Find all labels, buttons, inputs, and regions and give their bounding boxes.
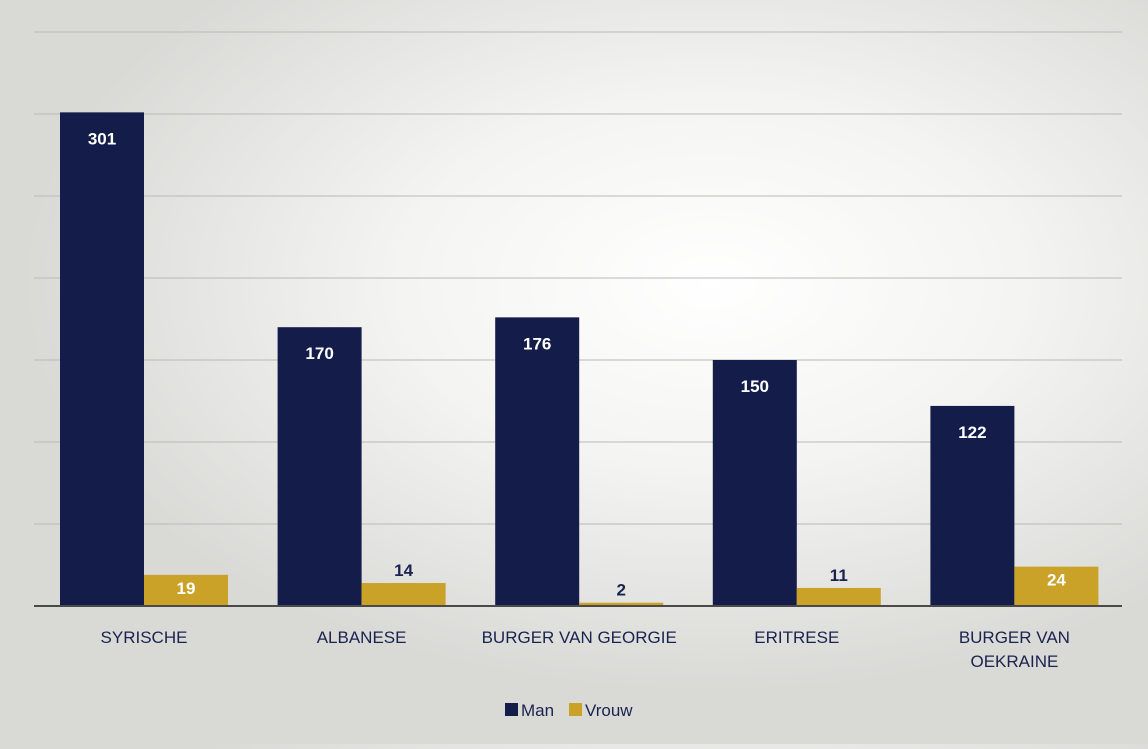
bar-vrouw <box>796 587 881 606</box>
legend-label-man: Man <box>521 701 554 720</box>
bar-vrouw <box>144 574 228 606</box>
data-label-vrouw: 19 <box>177 579 196 598</box>
bar-vrouw <box>579 602 664 606</box>
bar-man <box>60 112 144 607</box>
legend-swatch-vrouw <box>569 703 582 716</box>
bar-man <box>277 327 362 606</box>
category-label: SYRISCHE <box>101 628 188 647</box>
legend-swatch-man <box>505 703 518 716</box>
legend-label-vrouw: Vrouw <box>585 701 633 720</box>
bars: 301 19 170 14 176 2 150 11 122 24 <box>60 112 1099 607</box>
category-label: OEKRAINE <box>970 652 1058 671</box>
category-label: ALBANESE <box>317 628 407 647</box>
bar-man <box>930 405 1015 606</box>
data-label-man: 170 <box>305 344 333 363</box>
bar-man <box>495 317 580 606</box>
bar-man <box>712 360 797 606</box>
category-label: ERITRESE <box>754 628 839 647</box>
data-label-vrouw: 24 <box>1047 571 1066 590</box>
legend: Man Vrouw <box>505 701 633 720</box>
category-label: BURGER VAN <box>959 628 1070 647</box>
category-labels: SYRISCHE ALBANESE BURGER VAN GEORGIE ERITRE… <box>101 628 1070 671</box>
category-label: BURGER VAN GEORGIE <box>482 628 677 647</box>
data-label-man: 176 <box>523 334 551 353</box>
data-label-man: 122 <box>958 423 986 442</box>
data-label-vrouw: 14 <box>394 561 413 580</box>
data-label-vrouw: 2 <box>616 581 625 600</box>
data-label-man: 301 <box>88 129 116 148</box>
bar-vrouw <box>361 583 446 606</box>
data-label-vrouw: 11 <box>830 566 848 585</box>
bar-vrouw <box>1014 566 1099 606</box>
data-label-man: 150 <box>741 377 769 396</box>
